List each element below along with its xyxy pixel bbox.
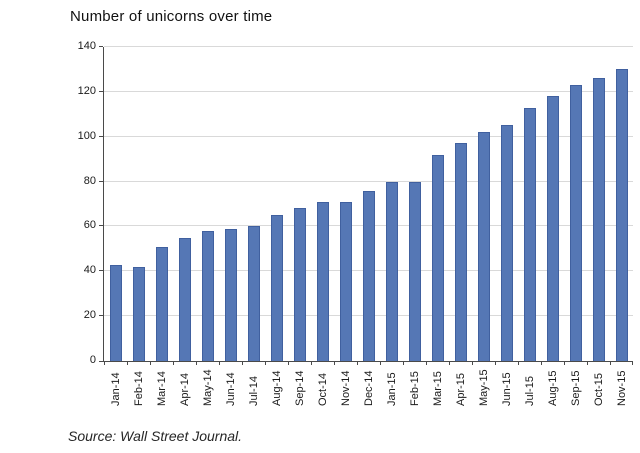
x-axis-tick — [127, 361, 128, 365]
gridline — [104, 180, 633, 182]
bar-apr-15 — [455, 143, 467, 361]
x-axis-tick — [219, 361, 220, 365]
y-axis-tick — [99, 90, 103, 92]
bar-mar-14 — [156, 247, 168, 361]
x-axis-tick — [495, 361, 496, 365]
gridline — [104, 46, 633, 47]
y-axis-label: 100 — [77, 129, 96, 142]
x-axis-label: Aug-15 — [547, 370, 559, 406]
bar-jan-14 — [110, 265, 122, 361]
x-axis-tick — [334, 361, 335, 365]
x-axis-label: Jul-15 — [524, 376, 536, 406]
x-axis-label: Jun-15 — [501, 372, 513, 406]
x-axis-label: May-15 — [478, 369, 490, 406]
chart-title: Number of unicorns over time — [70, 8, 273, 25]
x-axis-label: Jul-14 — [248, 376, 260, 406]
y-axis-label: 120 — [77, 84, 96, 97]
y-axis-tick — [99, 225, 103, 227]
y-axis-tick — [99, 46, 103, 47]
x-axis-label: Mar-14 — [156, 371, 168, 406]
x-axis-label: Jan-14 — [110, 372, 122, 406]
bar-oct-15 — [593, 78, 605, 361]
x-axis-tick — [265, 361, 266, 365]
bar-jun-15 — [501, 125, 513, 361]
bar-nov-15 — [616, 69, 628, 361]
y-axis-tick — [99, 361, 103, 362]
x-axis-tick — [150, 361, 151, 365]
source-note: Source: Wall Street Journal. — [68, 428, 243, 444]
x-axis-label: Jan-15 — [386, 372, 398, 406]
plot-area: 0 20 40 60 80 100 120 140 Jan-14 Feb-14 Mar-14 Apr-… — [78, 40, 633, 406]
y-axis-tick — [99, 315, 103, 317]
x-axis-label: Feb-14 — [133, 371, 145, 406]
bar-may-14 — [202, 231, 214, 361]
bar-nov-14 — [340, 202, 352, 361]
x-axis-label: Nov-14 — [340, 370, 352, 406]
x-axis-tick — [587, 361, 588, 365]
y-axis-tick — [99, 135, 103, 137]
x-axis-tick — [380, 361, 381, 365]
bar-mar-15 — [432, 155, 444, 361]
x-axis-tick — [610, 361, 611, 365]
bar-jan-15 — [386, 182, 398, 361]
bar-sep-15 — [570, 85, 582, 361]
x-axis-tick — [426, 361, 427, 365]
bar-aug-14 — [271, 215, 283, 361]
bar-dec-14 — [363, 191, 375, 361]
x-axis-label: Apr-14 — [179, 372, 191, 406]
x-axis-label: Nov-15 — [616, 370, 628, 406]
x-axis-tick — [449, 361, 450, 365]
y-axis-label: 60 — [83, 219, 96, 232]
bar-jun-14 — [225, 229, 237, 361]
x-axis-tick — [173, 361, 174, 365]
y-axis-label: 80 — [83, 174, 96, 187]
x-axis-tick — [311, 361, 312, 365]
x-axis-tick — [632, 361, 633, 365]
x-axis-label: Sep-14 — [294, 370, 306, 406]
x-axis-tick — [357, 361, 358, 365]
x-axis-label: Feb-15 — [409, 371, 421, 406]
y-axis-label: 0 — [89, 354, 96, 366]
y-axis-label: 20 — [83, 309, 96, 322]
bar-feb-14 — [133, 267, 145, 361]
x-axis-label: Jun-14 — [225, 372, 237, 406]
x-axis-label: Oct-14 — [317, 372, 329, 406]
y-axis-tick — [99, 270, 103, 272]
bar-jul-14 — [248, 226, 260, 361]
x-axis-label: Sep-15 — [570, 370, 582, 406]
bar-jul-15 — [524, 108, 536, 361]
x-axis-label: Mar-15 — [432, 371, 444, 406]
y-axis-label: 140 — [77, 40, 96, 52]
x-axis-label: Oct-15 — [593, 372, 605, 406]
x-axis-label: Apr-15 — [455, 372, 467, 406]
bar-feb-15 — [409, 182, 421, 361]
x-axis-tick — [288, 361, 289, 365]
gridline — [104, 135, 633, 137]
x-axis-tick — [541, 361, 542, 365]
bar-may-15 — [478, 132, 490, 361]
x-axis-tick — [472, 361, 473, 365]
bar-aug-15 — [547, 96, 559, 361]
x-axis-tick — [403, 361, 404, 365]
y-axis-tick — [99, 180, 103, 182]
bar-oct-14 — [317, 202, 329, 361]
x-axis-tick — [564, 361, 565, 365]
x-axis-tick — [518, 361, 519, 365]
gridline — [104, 90, 633, 92]
x-axis-label: Aug-14 — [271, 370, 283, 406]
x-axis-label: May-14 — [202, 369, 214, 406]
x-axis-tick — [242, 361, 243, 365]
y-axis-label: 40 — [83, 264, 96, 277]
x-axis-label: Dec-14 — [363, 370, 375, 406]
x-axis-tick — [196, 361, 197, 365]
x-axis-tick — [104, 361, 105, 365]
bar-sep-14 — [294, 208, 306, 361]
bar-apr-14 — [179, 238, 191, 361]
